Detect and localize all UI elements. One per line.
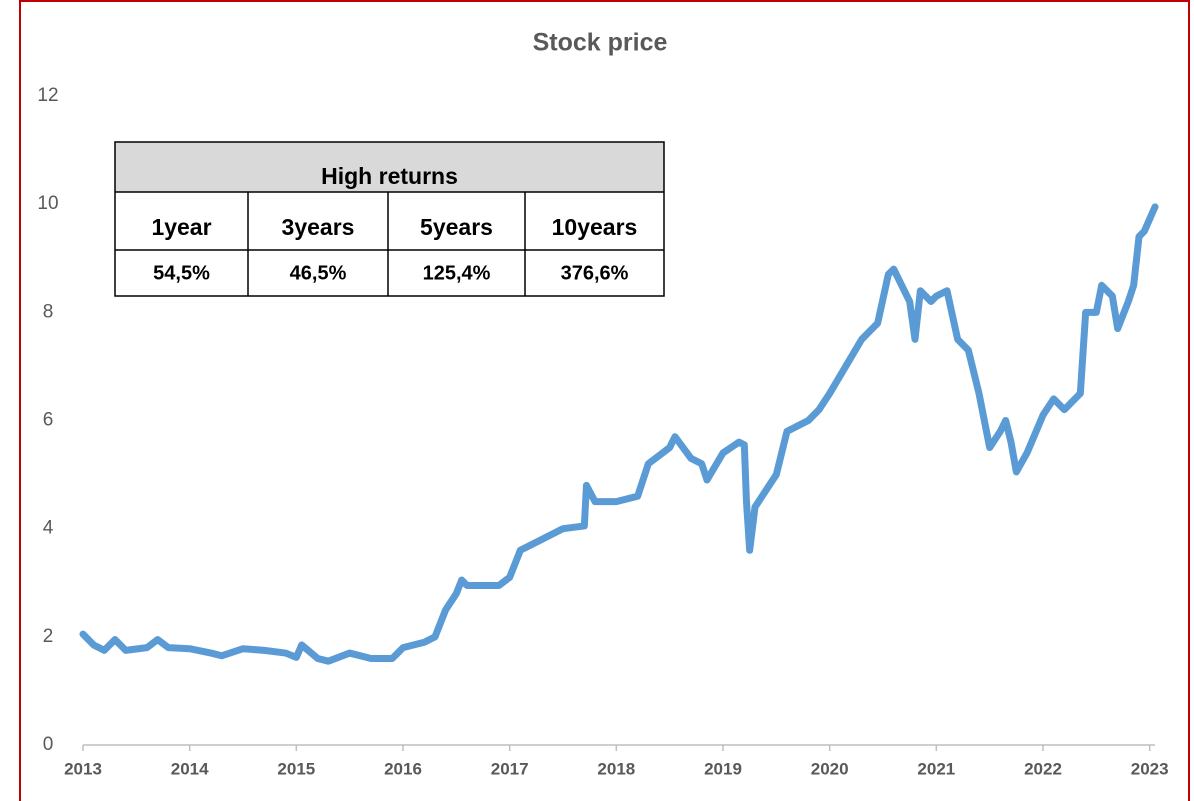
y-tick-label: 8 (43, 301, 54, 322)
table-header: 3years (282, 214, 355, 240)
x-tick-label: 2017 (491, 759, 529, 778)
y-tick-label: 10 (37, 193, 58, 214)
table-cell: 125,4% (423, 262, 491, 284)
y-tick-label: 4 (43, 518, 54, 539)
y-tick-label: 12 (37, 85, 58, 106)
table-header: 5years (420, 214, 493, 240)
table-border (114, 141, 665, 297)
x-tick-label: 2020 (811, 759, 849, 778)
x-tick-label: 2015 (277, 759, 315, 778)
x-tick-label: 2021 (917, 759, 955, 778)
x-tick-label: 2022 (1024, 759, 1062, 778)
y-tick-label: 0 (43, 734, 54, 755)
table-header: 10years (552, 214, 638, 240)
table-cell: 54,5% (153, 262, 210, 284)
x-tick-label: 2019 (704, 759, 742, 778)
table-header: 1year (151, 214, 211, 240)
y-tick-label: 2 (43, 626, 54, 647)
x-tick-label: 2018 (597, 759, 635, 778)
x-tick-label: 2013 (64, 759, 102, 778)
x-tick-label: 2016 (384, 759, 422, 778)
price-line (79, 203, 1159, 665)
table-header-bg (115, 142, 664, 192)
chart-title: Stock price (533, 29, 668, 57)
chart-border (19, 0, 1190, 801)
x-tick-label: 2023 (1131, 759, 1169, 778)
x-tick-label: 2014 (171, 759, 209, 778)
table-cell: 46,5% (290, 262, 347, 284)
table-cell: 376,6% (561, 262, 629, 284)
y-tick-label: 6 (43, 410, 54, 431)
table-title: High returns (321, 163, 458, 189)
